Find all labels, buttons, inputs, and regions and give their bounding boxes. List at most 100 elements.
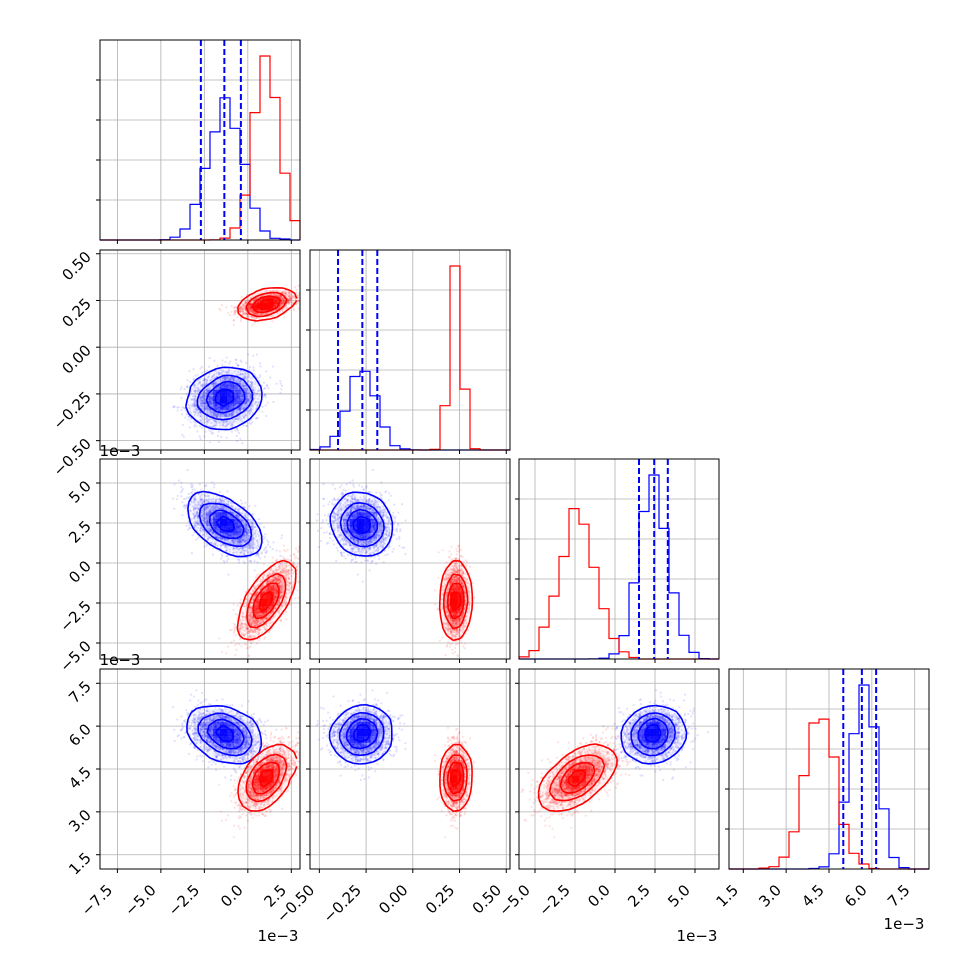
scatter-point <box>190 387 193 390</box>
scatter-point <box>256 404 259 408</box>
scatter-point <box>242 374 245 377</box>
scatter-point <box>236 380 239 383</box>
scatter-point <box>225 356 228 359</box>
scatter-point <box>247 380 250 383</box>
scatter-point <box>193 383 196 387</box>
scatter-point <box>193 386 196 389</box>
scatter-point <box>247 380 250 383</box>
scatter-point <box>282 300 285 303</box>
scatter-point <box>242 303 245 306</box>
scatter-point <box>204 421 207 424</box>
scatter-point <box>246 398 249 401</box>
scatter-point <box>246 397 249 401</box>
scatter-point <box>244 501 247 504</box>
scatter-point <box>228 368 231 371</box>
scatter-point <box>240 417 243 420</box>
scatter-point <box>201 406 204 410</box>
scatter-point <box>231 377 234 381</box>
scatter-point <box>210 397 213 400</box>
scatter-point <box>203 408 206 411</box>
scatter-point <box>216 413 219 416</box>
scatter-point <box>249 302 252 306</box>
scatter-point <box>212 413 215 416</box>
scatter-point <box>247 308 251 311</box>
scatter-point <box>205 382 208 385</box>
scatter-point <box>234 385 237 388</box>
scatter-point <box>240 360 243 363</box>
scatter-point <box>218 421 221 424</box>
scatter-point <box>239 399 242 402</box>
scatter-point <box>225 414 228 418</box>
density-cell <box>200 377 207 384</box>
scatter-point <box>230 413 234 416</box>
scatter-point <box>213 426 216 429</box>
scatter-point <box>213 414 216 417</box>
scatter-point <box>212 419 215 422</box>
scatter-point <box>249 306 252 309</box>
scatter-point <box>248 392 251 395</box>
scatter-point <box>280 388 283 391</box>
scatter-point <box>201 395 204 398</box>
panel-frame <box>518 458 720 660</box>
scatter-point <box>266 384 269 387</box>
density-cell <box>226 370 234 377</box>
scatter-point <box>209 397 213 400</box>
scatter-point <box>228 421 231 424</box>
scatter-point <box>190 552 193 555</box>
scatter-point <box>252 316 255 319</box>
scatter-point <box>242 385 246 388</box>
scatter-point <box>211 392 214 395</box>
scatter-point <box>199 419 202 422</box>
scatter-point <box>239 410 242 413</box>
scatter-point <box>244 313 247 316</box>
scatter-point <box>241 309 244 312</box>
scatter-point <box>245 397 248 400</box>
scatter-point <box>273 305 277 308</box>
scatter-point <box>208 395 211 398</box>
scatter-point <box>282 300 285 303</box>
scatter-point <box>224 425 227 428</box>
scatter-point <box>205 404 208 407</box>
scatter-point <box>208 396 211 399</box>
scatter-point <box>240 405 243 408</box>
scatter-point <box>246 399 249 402</box>
scatter-point <box>179 491 182 494</box>
scatter-point <box>215 413 218 417</box>
scatter-point <box>256 376 259 379</box>
scatter-point <box>246 424 249 428</box>
scatter-point <box>267 312 270 315</box>
density-cell <box>206 383 214 391</box>
density-cell <box>193 390 201 397</box>
scatter-point <box>261 312 264 315</box>
scatter-point <box>217 388 220 391</box>
scatter-point <box>206 410 209 413</box>
scatter-point <box>234 378 237 381</box>
scatter-point <box>241 442 244 445</box>
scatter-point <box>244 378 247 381</box>
scatter-point <box>265 370 268 373</box>
histogram-1 <box>309 250 510 451</box>
scatter-point <box>248 308 252 311</box>
scatter-point <box>209 401 212 404</box>
scatter-point <box>181 406 184 409</box>
scatter-point <box>243 307 246 310</box>
scatter-point <box>250 381 253 384</box>
histogram-2 <box>518 459 719 660</box>
scatter-point <box>208 419 211 422</box>
scatter-point <box>240 395 243 398</box>
density-cell <box>200 396 207 404</box>
scatter-point <box>188 403 191 407</box>
scatter-point <box>194 405 197 408</box>
scatter-point <box>281 301 284 304</box>
scatter-point <box>278 305 281 308</box>
scatter-point <box>202 379 205 382</box>
scatter-point <box>235 385 238 389</box>
scatter-point <box>184 408 187 411</box>
scatter-point <box>238 408 241 411</box>
scatter-point <box>238 407 242 410</box>
scatter-point <box>177 406 181 409</box>
scatter-point <box>203 397 206 400</box>
scatter-point <box>215 414 218 417</box>
scatter-point <box>203 403 206 406</box>
density-cell <box>193 410 201 417</box>
